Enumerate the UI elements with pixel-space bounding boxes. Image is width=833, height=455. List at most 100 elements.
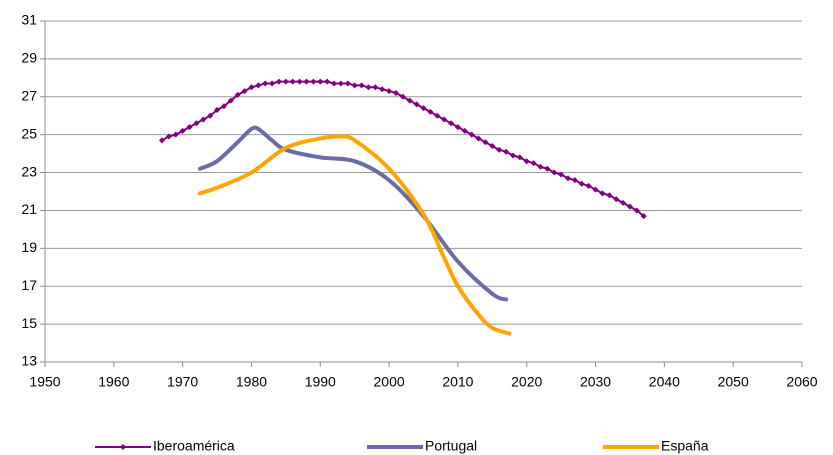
point [324, 78, 331, 85]
x-tick-label: 2030 [580, 374, 611, 390]
point [454, 124, 461, 131]
point [296, 78, 303, 85]
x-tick-label: 1990 [305, 374, 336, 390]
point [399, 93, 406, 100]
point [317, 78, 324, 85]
point [262, 80, 269, 87]
point [165, 133, 172, 140]
point [523, 158, 530, 165]
x-tick-label: 2010 [442, 374, 473, 390]
point [392, 89, 399, 96]
point [461, 127, 468, 134]
x-tick-label: 2000 [374, 374, 405, 390]
point [626, 203, 633, 210]
y-tick-label: 27 [21, 87, 37, 103]
point [434, 112, 441, 119]
point [571, 177, 578, 184]
point [516, 154, 523, 161]
y-tick-label: 31 [21, 12, 37, 28]
point [372, 84, 379, 91]
point [640, 213, 647, 220]
point [337, 80, 344, 87]
y-tick-label: 13 [21, 353, 37, 369]
point [207, 112, 214, 119]
point [565, 175, 572, 182]
point [448, 120, 455, 127]
y-tick-label: 17 [21, 277, 37, 293]
point [365, 84, 372, 91]
point [200, 116, 207, 123]
point [255, 82, 262, 89]
point [158, 137, 165, 144]
point [227, 97, 234, 104]
point [496, 146, 503, 153]
y-tick-label: 29 [21, 50, 37, 66]
point [578, 180, 585, 187]
point [441, 116, 448, 123]
point [331, 80, 338, 87]
x-tick-label: 2050 [718, 374, 749, 390]
point [214, 107, 221, 114]
point [179, 127, 186, 134]
y-tick-label: 25 [21, 125, 37, 141]
y-tick-label: 19 [21, 239, 37, 255]
y-tick-label: 21 [21, 201, 37, 217]
point [544, 165, 551, 172]
point [344, 80, 351, 87]
x-tick-label: 1950 [29, 374, 60, 390]
point [475, 135, 482, 142]
point [220, 103, 227, 110]
x-tick-label: 2040 [649, 374, 680, 390]
point [413, 101, 420, 108]
point [379, 86, 386, 93]
point [303, 78, 310, 85]
x-tick-label: 1960 [98, 374, 129, 390]
x-tick-label: 1980 [236, 374, 267, 390]
point [592, 186, 599, 193]
x-tick-label: 1970 [167, 374, 198, 390]
point [606, 192, 613, 199]
point [172, 131, 179, 138]
legend-label: Iberoamérica [153, 438, 235, 454]
legend-marker [120, 444, 126, 450]
point [558, 171, 565, 178]
point [386, 88, 393, 95]
y-tick-label: 23 [21, 163, 37, 179]
point [186, 124, 193, 131]
point [310, 78, 317, 85]
point [241, 88, 248, 95]
point [269, 80, 276, 87]
y-tick-label: 15 [21, 315, 37, 331]
x-tick-label: 2020 [511, 374, 542, 390]
point [489, 143, 496, 150]
point [427, 108, 434, 115]
point [468, 131, 475, 138]
point [620, 199, 627, 206]
series-line [160, 80, 645, 218]
point [537, 163, 544, 170]
legend-label: Portugal [425, 438, 477, 454]
series-line [197, 125, 509, 302]
x-tick-label: 2060 [786, 374, 817, 390]
point [482, 139, 489, 146]
point [289, 78, 296, 85]
point [275, 78, 282, 85]
point [358, 82, 365, 89]
point [530, 160, 537, 167]
point [599, 190, 606, 197]
series-line [197, 134, 512, 336]
legend-label: España [661, 438, 709, 454]
point [551, 169, 558, 176]
point [248, 84, 255, 91]
point [503, 148, 510, 155]
point [282, 78, 289, 85]
point [633, 207, 640, 214]
point [406, 97, 413, 104]
point [351, 82, 358, 89]
point [193, 120, 200, 127]
point [585, 182, 592, 189]
point [420, 105, 427, 112]
point [234, 91, 241, 98]
point [613, 196, 620, 203]
point [509, 152, 516, 159]
